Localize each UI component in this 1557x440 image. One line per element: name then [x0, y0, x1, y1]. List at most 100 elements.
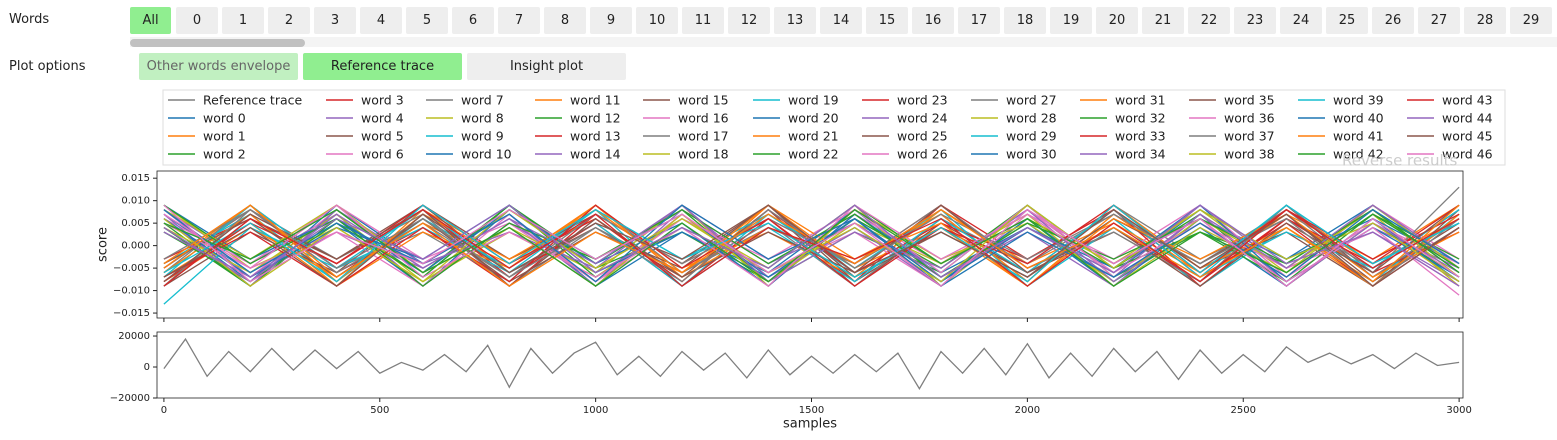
series-line [163, 204, 1460, 287]
legend-label: word 37 [1224, 129, 1275, 144]
legend-label: word 6 [361, 147, 404, 162]
word-button[interactable]: 18 [1004, 7, 1046, 34]
legend-label: word 7 [461, 93, 504, 108]
legend-label: word 39 [1333, 93, 1384, 108]
series-line [163, 208, 1460, 287]
word-button[interactable]: All [130, 7, 171, 34]
legend-label: word 21 [788, 129, 839, 144]
legend-label: word 26 [897, 147, 948, 162]
legend-label: word 8 [461, 111, 504, 126]
x-tick-label: 2000 [1015, 405, 1040, 416]
y-tick-label: −0.005 [113, 263, 150, 274]
y-tick-label: 0 [144, 362, 150, 373]
legend-label: word 40 [1333, 111, 1384, 126]
word-button[interactable]: 19 [1050, 7, 1092, 34]
word-button[interactable]: 11 [682, 7, 724, 34]
word-button[interactable]: 29 [1510, 7, 1552, 34]
legend-label: word 0 [203, 111, 246, 126]
scrollbar-thumb[interactable] [130, 39, 305, 47]
word-button[interactable]: 24 [1280, 7, 1322, 34]
word-button[interactable]: 16 [912, 7, 954, 34]
legend-label: word 30 [1006, 147, 1057, 162]
legend-label: word 11 [570, 93, 621, 108]
legend-label: word 9 [461, 129, 504, 144]
word-button[interactable]: 10 [636, 7, 678, 34]
word-button[interactable]: 9 [590, 7, 632, 34]
word-button[interactable]: 4 [360, 7, 402, 34]
word-button[interactable]: 7 [498, 7, 540, 34]
plot-option-button[interactable]: Other words envelope [139, 53, 298, 80]
y-tick-label: −0.015 [113, 308, 150, 319]
words-label: Words [9, 12, 50, 27]
legend-label: word 35 [1224, 93, 1275, 108]
series-line [163, 204, 1460, 287]
plot-option-button[interactable]: Reference trace [303, 53, 462, 80]
legend-frame [162, 89, 1506, 166]
word-button[interactable]: 2 [268, 7, 310, 34]
series-line [163, 337, 1460, 390]
y-tick-label: 0.015 [121, 173, 150, 184]
legend-label: word 1 [203, 129, 246, 144]
legend-label: word 29 [1006, 129, 1057, 144]
legend-label: word 38 [1224, 147, 1275, 162]
axes-frame [156, 170, 1464, 319]
legend-label: word 17 [678, 129, 729, 144]
series-line [163, 204, 1460, 287]
legend-label: word 12 [570, 111, 621, 126]
legend-label: word 10 [461, 147, 512, 162]
word-button[interactable]: 5 [406, 7, 448, 34]
word-button[interactable]: 22 [1188, 7, 1230, 34]
legend-label: word 33 [1115, 129, 1166, 144]
y-tick-label: 0.000 [121, 241, 150, 252]
legend-label: word 36 [1224, 111, 1275, 126]
legend-label: word 19 [788, 93, 839, 108]
legend-label: word 4 [361, 111, 404, 126]
legend-label: word 25 [897, 129, 948, 144]
word-button[interactable]: 3 [314, 7, 356, 34]
word-button[interactable]: 12 [728, 7, 770, 34]
overlay-text: Reverse results [1342, 152, 1457, 170]
word-button[interactable]: 13 [774, 7, 816, 34]
word-button[interactable]: 27 [1418, 7, 1460, 34]
legend-label: word 32 [1115, 111, 1166, 126]
word-button[interactable]: 0 [176, 7, 218, 34]
legend-label: word 18 [678, 147, 729, 162]
word-button[interactable]: 23 [1234, 7, 1276, 34]
word-button[interactable]: 21 [1142, 7, 1184, 34]
legend-label: word 43 [1442, 93, 1493, 108]
x-axis-label: samples [783, 417, 837, 432]
plot-option-button[interactable]: Insight plot [467, 53, 626, 80]
x-tick-label: 3000 [1446, 405, 1471, 416]
x-tick-label: 0 [161, 405, 167, 416]
plot-options-label: Plot options [9, 59, 86, 74]
word-button[interactable]: 20 [1096, 7, 1138, 34]
legend-label: word 20 [788, 111, 839, 126]
word-button[interactable]: 14 [820, 7, 862, 34]
scrollbar-track [130, 37, 1557, 47]
word-button[interactable]: 6 [452, 7, 494, 34]
legend-label: word 46 [1442, 147, 1493, 162]
series-line [163, 204, 1460, 287]
legend-label: word 44 [1442, 111, 1493, 126]
word-button[interactable]: 25 [1326, 7, 1368, 34]
word-button[interactable]: 28 [1464, 7, 1506, 34]
legend-label: word 3 [361, 93, 404, 108]
legend-label: word 27 [1006, 93, 1057, 108]
word-button[interactable]: 17 [958, 7, 1000, 34]
word-button[interactable]: 26 [1372, 7, 1414, 34]
x-tick-label: 500 [370, 405, 389, 416]
legend-label: word 31 [1115, 93, 1166, 108]
word-button[interactable]: 1 [222, 7, 264, 34]
y-tick-label: 20000 [118, 331, 150, 342]
word-button[interactable]: 8 [544, 7, 586, 34]
legend-label: word 22 [788, 147, 839, 162]
y-tick-label: 0.010 [121, 196, 150, 207]
legend-label: word 2 [203, 147, 246, 162]
legend-label: word 42 [1333, 147, 1384, 162]
legend-label: word 15 [678, 93, 729, 108]
legend-label: Reference trace [203, 93, 302, 108]
word-button[interactable]: 15 [866, 7, 908, 34]
x-tick-label: 1500 [799, 405, 824, 416]
legend-label: word 24 [897, 111, 948, 126]
legend-label: word 28 [1006, 111, 1057, 126]
